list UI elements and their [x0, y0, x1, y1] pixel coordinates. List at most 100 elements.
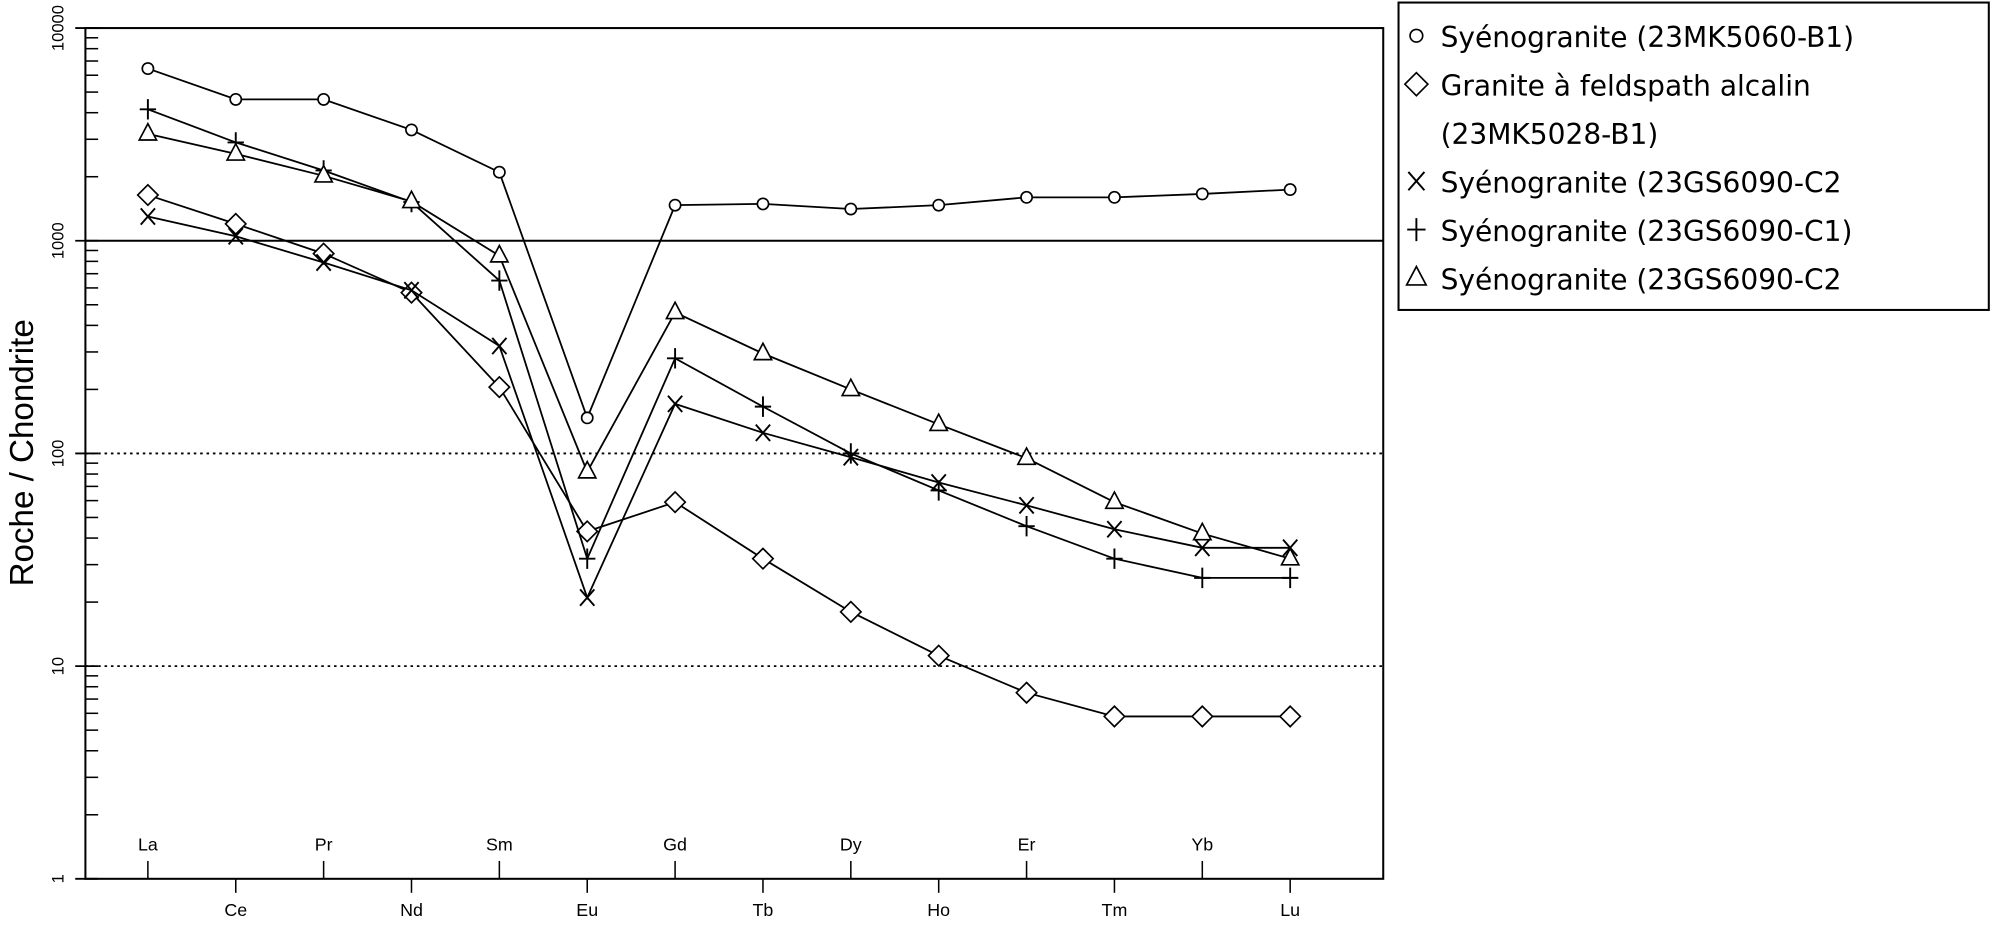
series-diamond [136, 183, 1302, 728]
legend-box [1397, 1, 1990, 311]
data-point-triangle [577, 459, 598, 479]
x-tick-label: Ce [224, 900, 247, 920]
y-tick-label: 10 [49, 657, 68, 675]
series-circle [141, 62, 1297, 425]
legend-label: Granite à feldspath alcalin [1441, 70, 1811, 103]
data-point-triangle [1280, 546, 1301, 566]
data-point-circle [844, 202, 858, 216]
data-point-circle [1283, 183, 1297, 197]
data-point-x [1106, 520, 1123, 539]
data-point-x [755, 424, 771, 442]
data-point-circle [405, 123, 418, 137]
data-point-plus [1106, 548, 1123, 569]
legend-marker-plus [1407, 218, 1426, 242]
y-axis-label: Roche / Chondrite [4, 319, 41, 586]
data-point-circle [580, 411, 594, 425]
data-point-circle [932, 198, 946, 212]
data-point-diamond [1278, 705, 1302, 728]
data-point-triangle [928, 412, 949, 432]
data-point-circle [756, 197, 770, 211]
x-tick-label: Tb [753, 900, 774, 920]
data-point-diamond [575, 520, 599, 543]
legend-marker-circle [1409, 28, 1424, 43]
data-point-plus [1018, 515, 1035, 537]
series-line [147, 108, 1291, 579]
data-point-circle [229, 92, 243, 106]
data-point-triangle [313, 163, 334, 183]
data-point-x [403, 281, 420, 300]
data-point-triangle [840, 377, 861, 397]
data-point-x [667, 395, 683, 413]
data-point-circle [668, 198, 682, 212]
legend-marker-x [1407, 171, 1426, 191]
data-point-diamond [1190, 705, 1214, 728]
data-point-x [1018, 496, 1035, 515]
data-point-triangle [401, 189, 422, 209]
data-point-plus [1282, 567, 1299, 589]
series-triangle [137, 121, 1301, 566]
x-tick-label: Sm [486, 835, 513, 855]
x-tick-label: Pr [315, 835, 333, 855]
legend-item: Syénogranite (23GS6090-C2 [1405, 264, 1842, 297]
data-point-plus [754, 396, 772, 417]
data-point-circle [1020, 190, 1034, 204]
data-point-diamond [136, 183, 160, 207]
data-point-plus [1194, 567, 1211, 589]
legend-label: Syénogranite (23GS6090-C2 [1441, 264, 1842, 297]
x-tick-label: Eu [576, 900, 598, 920]
x-tick-label: Er [1018, 835, 1036, 855]
data-point-triangle [1104, 490, 1125, 510]
x-tick-label: Gd [663, 835, 687, 855]
data-point-diamond [1103, 705, 1126, 728]
x-tick-label: La [138, 835, 158, 855]
data-point-diamond [400, 281, 423, 305]
legend: Syénogranite (23MK5060-B1) Granite à feld… [1397, 1, 1990, 311]
x-tick-label: Lu [1280, 900, 1300, 920]
x-tick-label: Tm [1102, 900, 1128, 920]
data-point-plus [666, 348, 684, 369]
y-tick-label: 1 [49, 874, 68, 883]
data-point-x [491, 337, 508, 355]
data-point-triangle [752, 341, 774, 361]
data-point-x [1194, 539, 1211, 557]
series-line [147, 194, 1291, 718]
data-point-plus [842, 443, 859, 464]
x-tick-label: Dy [840, 835, 862, 855]
data-point-triangle [137, 121, 158, 141]
data-point-diamond [751, 547, 775, 571]
data-point-circle [317, 92, 331, 106]
y-tick-label: 1000 [49, 222, 68, 259]
data-point-diamond [839, 600, 863, 624]
data-point-plus [579, 548, 596, 569]
data-point-diamond [1015, 681, 1038, 705]
series-line [147, 67, 1291, 421]
legend-item: Granite à feldspath alcalin (23MK5028-B1) [1403, 70, 1811, 151]
series-x [140, 207, 1299, 607]
data-point-circle [141, 62, 155, 76]
series-line [147, 133, 1291, 560]
series-line [147, 215, 1291, 600]
legend-label: Syénogranite (23GS6090-C2 [1441, 167, 1842, 200]
y-tick-label: 100 [49, 440, 68, 468]
data-point-triangle [1016, 446, 1037, 466]
legend-item: Syénogranite (23GS6090-C2 [1407, 167, 1842, 200]
legend-marker-diamond [1403, 71, 1430, 97]
legend-label: Syénogranite (23MK5060-B1) [1441, 21, 1855, 54]
legend-marker-triangle [1405, 264, 1428, 286]
data-point-circle [492, 165, 506, 179]
data-point-diamond [663, 490, 687, 514]
data-point-triangle [665, 300, 686, 320]
data-point-x [227, 227, 244, 246]
data-point-triangle [489, 243, 510, 263]
data-point-plus [930, 480, 947, 501]
y-tick-label: 10000 [49, 5, 68, 51]
data-point-x [579, 588, 596, 607]
data-point-triangle [225, 141, 246, 161]
data-point-diamond [224, 212, 248, 236]
data-point-circle [1107, 190, 1121, 204]
x-tick-label: Yb [1191, 835, 1213, 855]
legend-label: (23MK5028-B1) [1441, 118, 1659, 151]
data-point-plus [491, 270, 508, 291]
data-point-diamond [487, 375, 511, 399]
